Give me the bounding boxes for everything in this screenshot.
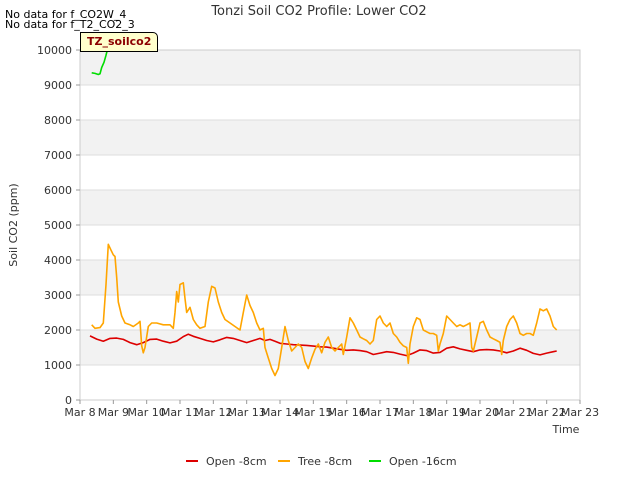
y-axis: 0 1000 2000 3000 4000 5000 6000 7000 8000 9000 100… (37, 44, 80, 407)
y-axis-label: Soil CO2 (ppm) (7, 183, 20, 266)
y-tick-label: 8000 (44, 114, 72, 127)
no-data-note-1: No data for f_CO2W_4 (5, 8, 127, 21)
legend: Open -8cm Tree -8cm Open -16cm (186, 455, 457, 468)
x-tick-label: Mar 8 (64, 406, 95, 419)
x-tick-label: Mar 12 (194, 406, 232, 419)
y-tick-label: 5000 (44, 219, 72, 232)
x-tick-label: Mar 15 (294, 406, 332, 419)
y-tick-label: 10000 (37, 44, 72, 57)
x-axis-label: Time (552, 423, 580, 436)
y-tick-label: 7000 (44, 149, 72, 162)
y-tick-label: 2000 (44, 324, 72, 337)
y-tick-label: 6000 (44, 184, 72, 197)
grid-band (80, 120, 580, 155)
no-data-note-2: No data for f_T2_CO2_3 (5, 18, 135, 31)
x-tick-label: Mar 23 (561, 406, 599, 419)
x-tick-label: Mar 22 (528, 406, 566, 419)
grid-band (80, 50, 580, 85)
x-tick-label: Mar 18 (394, 406, 432, 419)
y-tick-label: 4000 (44, 254, 72, 267)
x-tick-label: Mar 13 (228, 406, 266, 419)
y-tick-label: 9000 (44, 79, 72, 92)
x-tick-label: Mar 17 (361, 406, 399, 419)
legend-label: Open -8cm (206, 455, 267, 468)
series-lines (89, 49, 558, 377)
y-tick-label: 3000 (44, 289, 72, 302)
grid-band (80, 190, 580, 225)
x-tick-label: Mar 11 (161, 406, 199, 419)
x-tick-label: Mar 20 (461, 406, 499, 419)
x-tick-label: Mar 10 (128, 406, 166, 419)
x-tick-label: Mar 19 (428, 406, 466, 419)
x-tick-label: Mar 14 (261, 406, 299, 419)
site-tag: TZ_soilco2 (80, 32, 159, 52)
x-tick-label: Mar 9 (98, 406, 129, 419)
y-tick-label: 1000 (44, 359, 72, 372)
chart-title: Tonzi Soil CO2 Profile: Lower CO2 (210, 4, 426, 19)
x-tick-label: Mar 21 (494, 406, 532, 419)
grid-band (80, 260, 580, 295)
legend-label: Tree -8cm (297, 455, 352, 468)
legend-label: Open -16cm (389, 455, 457, 468)
x-tick-label: Mar 16 (328, 406, 366, 419)
y-tick-label: 0 (65, 394, 72, 407)
series-line (91, 49, 109, 76)
plot-background (79, 49, 581, 401)
series-line (91, 243, 558, 377)
